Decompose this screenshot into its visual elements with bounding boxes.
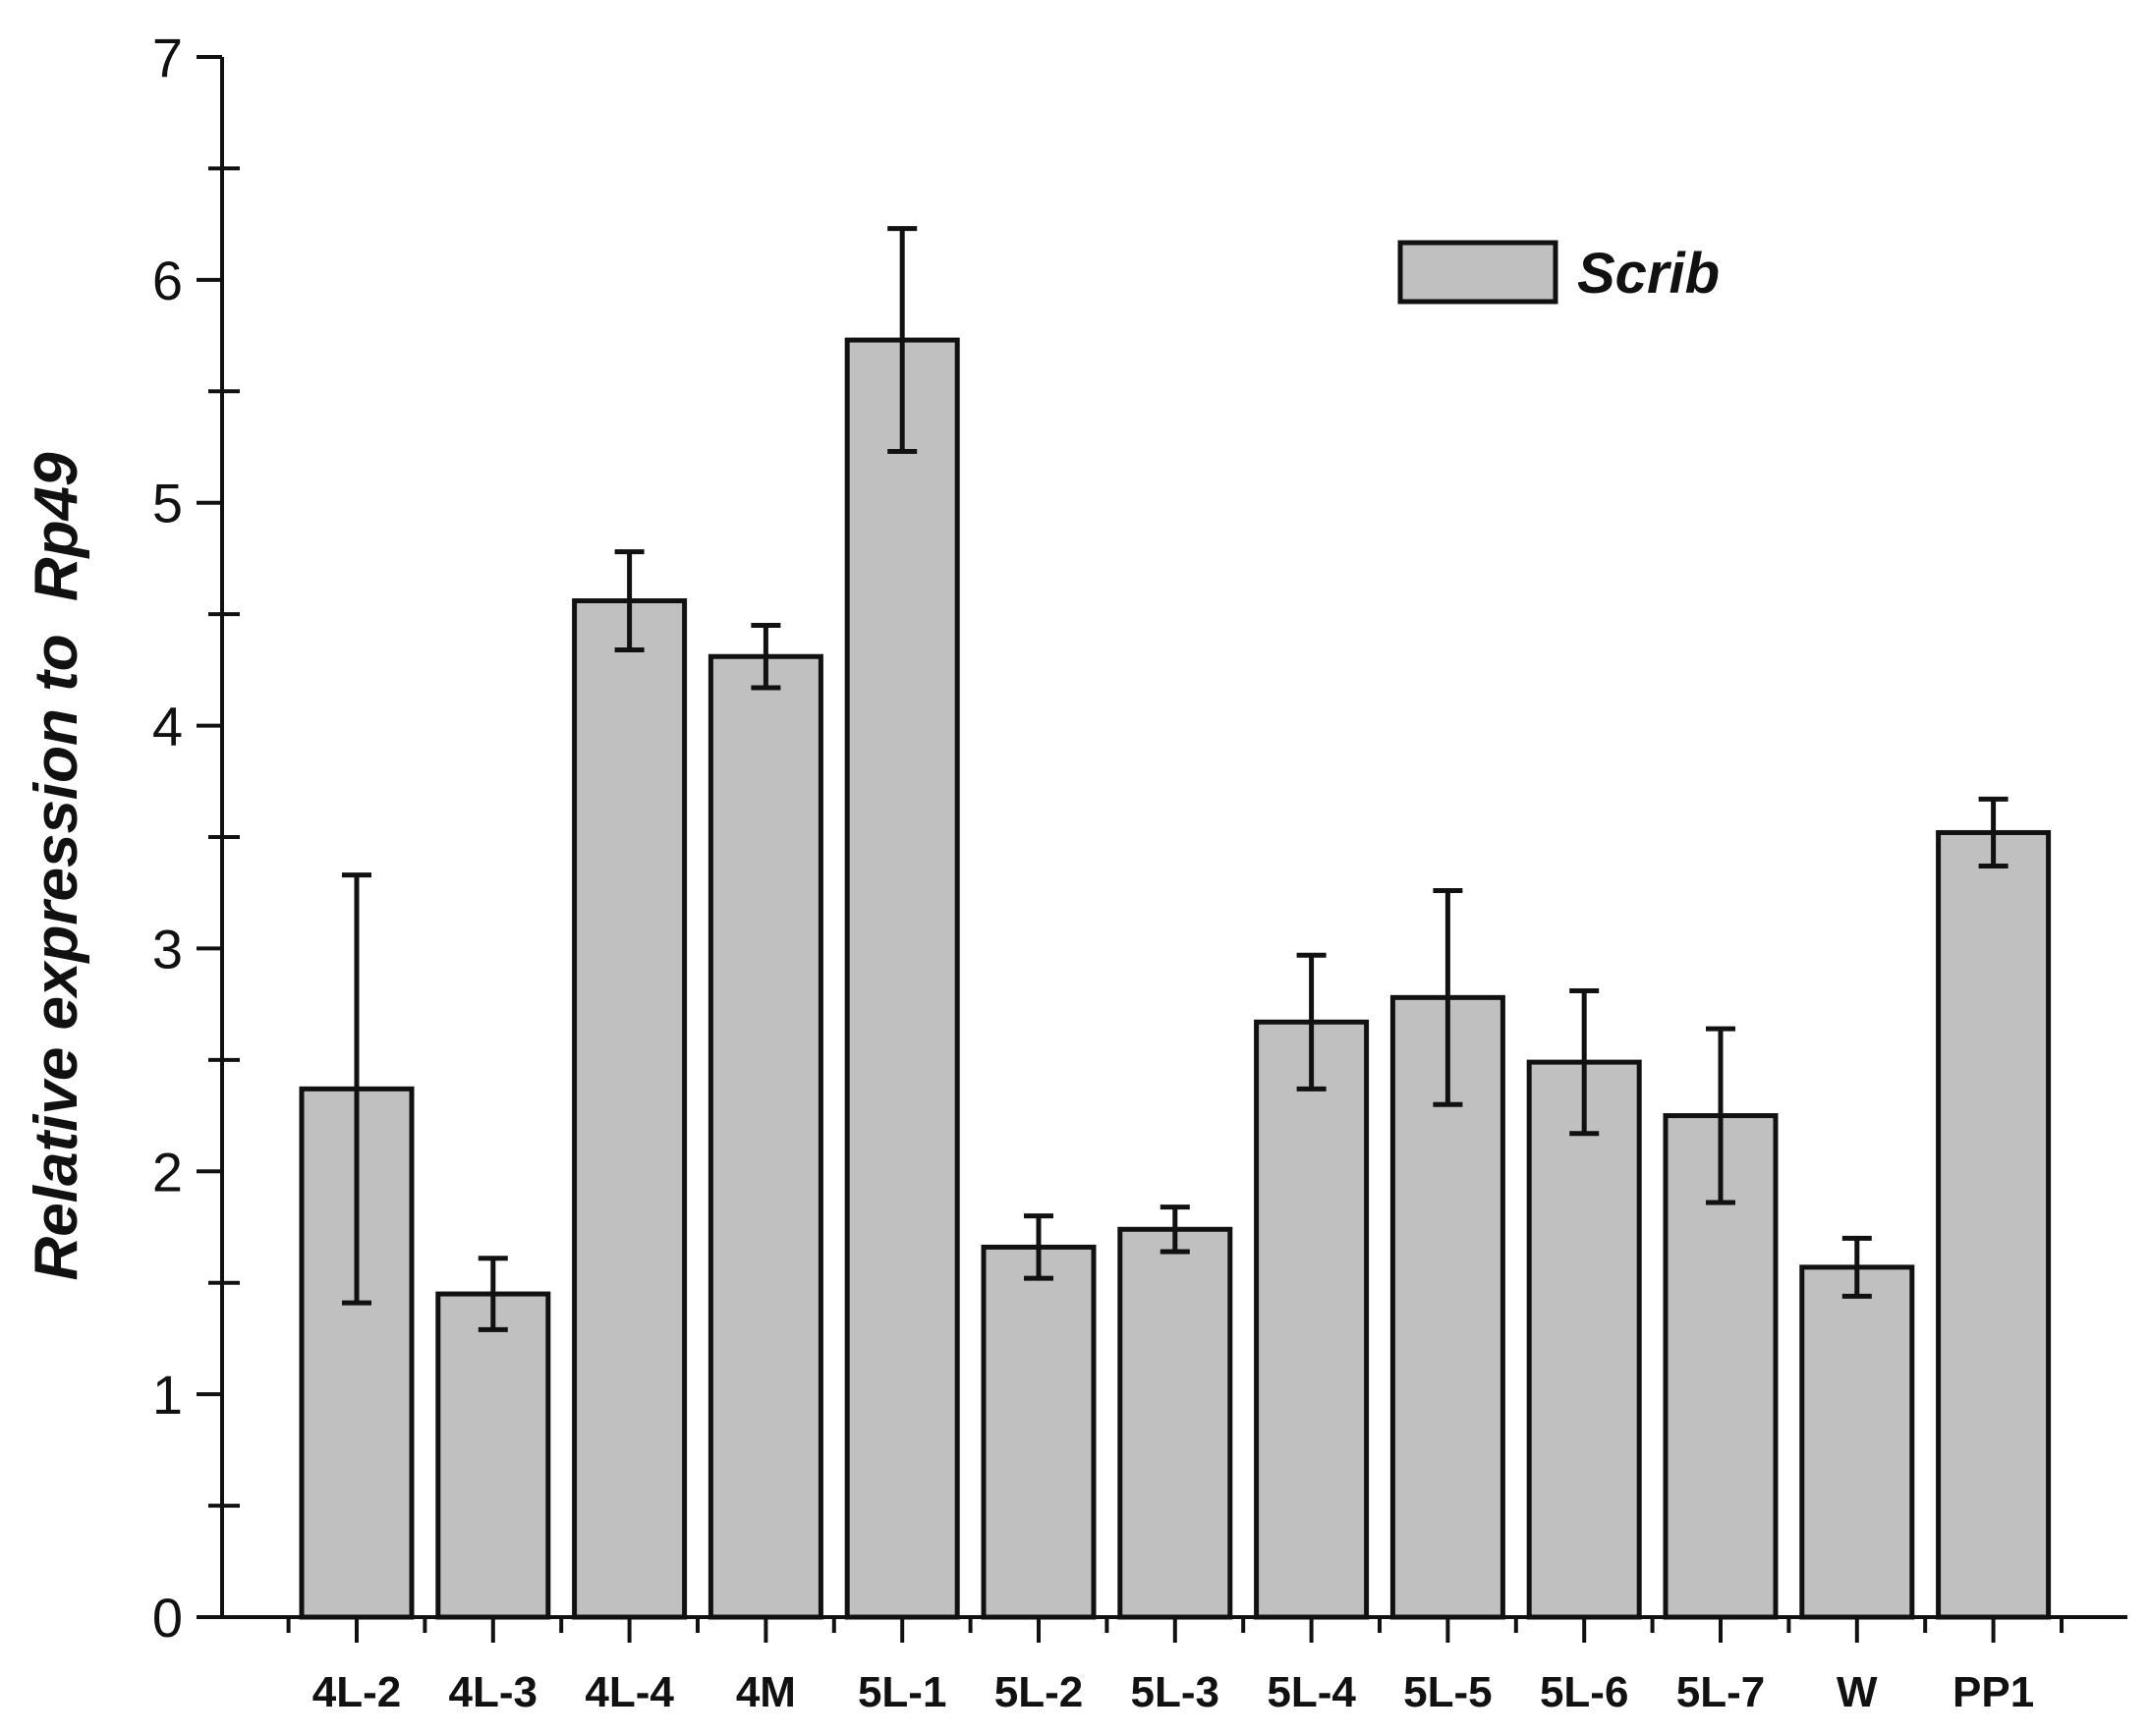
y-tick-label: 6 xyxy=(152,250,183,311)
x-tick-label: 5L-3 xyxy=(1131,1668,1219,1716)
x-tick-label: 4L-4 xyxy=(585,1668,674,1716)
y-tick-label: 2 xyxy=(152,1141,183,1203)
x-tick-label: 4L-3 xyxy=(449,1668,538,1716)
x-tick-label: W xyxy=(1837,1668,1878,1716)
y-tick-label: 1 xyxy=(152,1364,183,1426)
legend: Scrib xyxy=(1397,240,1720,306)
x-tick-label: 5L-7 xyxy=(1676,1668,1765,1716)
x-tick-label: 5L-5 xyxy=(1403,1668,1492,1716)
bars xyxy=(299,337,2052,1620)
x-tick-label: 5L-1 xyxy=(858,1668,946,1716)
y-tick-label: 0 xyxy=(152,1587,183,1649)
y-tick-label: 3 xyxy=(152,918,183,980)
y-axis-label-gene: Rp49 xyxy=(23,452,90,601)
bar xyxy=(1117,1226,1233,1620)
y-axis-label-text: Relative expression to xyxy=(23,634,90,1280)
y-tick-label: 4 xyxy=(152,696,183,757)
x-tick-label: 5L-4 xyxy=(1267,1668,1356,1716)
x-tick-label: 4L-2 xyxy=(312,1668,401,1716)
error-bars xyxy=(342,226,2009,1332)
bar xyxy=(1254,1019,1370,1620)
y-tick-label: 7 xyxy=(152,27,183,88)
x-tick-label: 5L-2 xyxy=(994,1668,1083,1716)
y-tick-label: 5 xyxy=(152,473,183,534)
x-tick-label: PP1 xyxy=(1952,1668,2034,1716)
bar xyxy=(1799,1264,1915,1620)
y-axis-label: Relative expression to Rp49 xyxy=(23,452,90,1281)
bar xyxy=(844,337,960,1620)
y-axis-ticks: 0 1 2 3 4 5 6 7 xyxy=(152,27,240,1649)
bar xyxy=(435,1291,551,1620)
bar xyxy=(1936,829,2052,1620)
legend-swatch xyxy=(1397,240,1558,305)
bar xyxy=(1526,1059,1642,1620)
legend-label: Scrib xyxy=(1577,242,1720,306)
x-tick-label: 5L-6 xyxy=(1540,1668,1628,1716)
bar xyxy=(299,1086,415,1620)
x-axis-ticks: 4L-2 4L-3 4L-4 4M 5L-1 5L-2 5L-3 5L-4 5L-5 5L-6 5L… xyxy=(286,1617,2064,1716)
bar xyxy=(707,653,823,1620)
bar xyxy=(981,1244,1097,1620)
bar xyxy=(572,598,688,1620)
x-tick-label: 4M xyxy=(736,1668,796,1716)
